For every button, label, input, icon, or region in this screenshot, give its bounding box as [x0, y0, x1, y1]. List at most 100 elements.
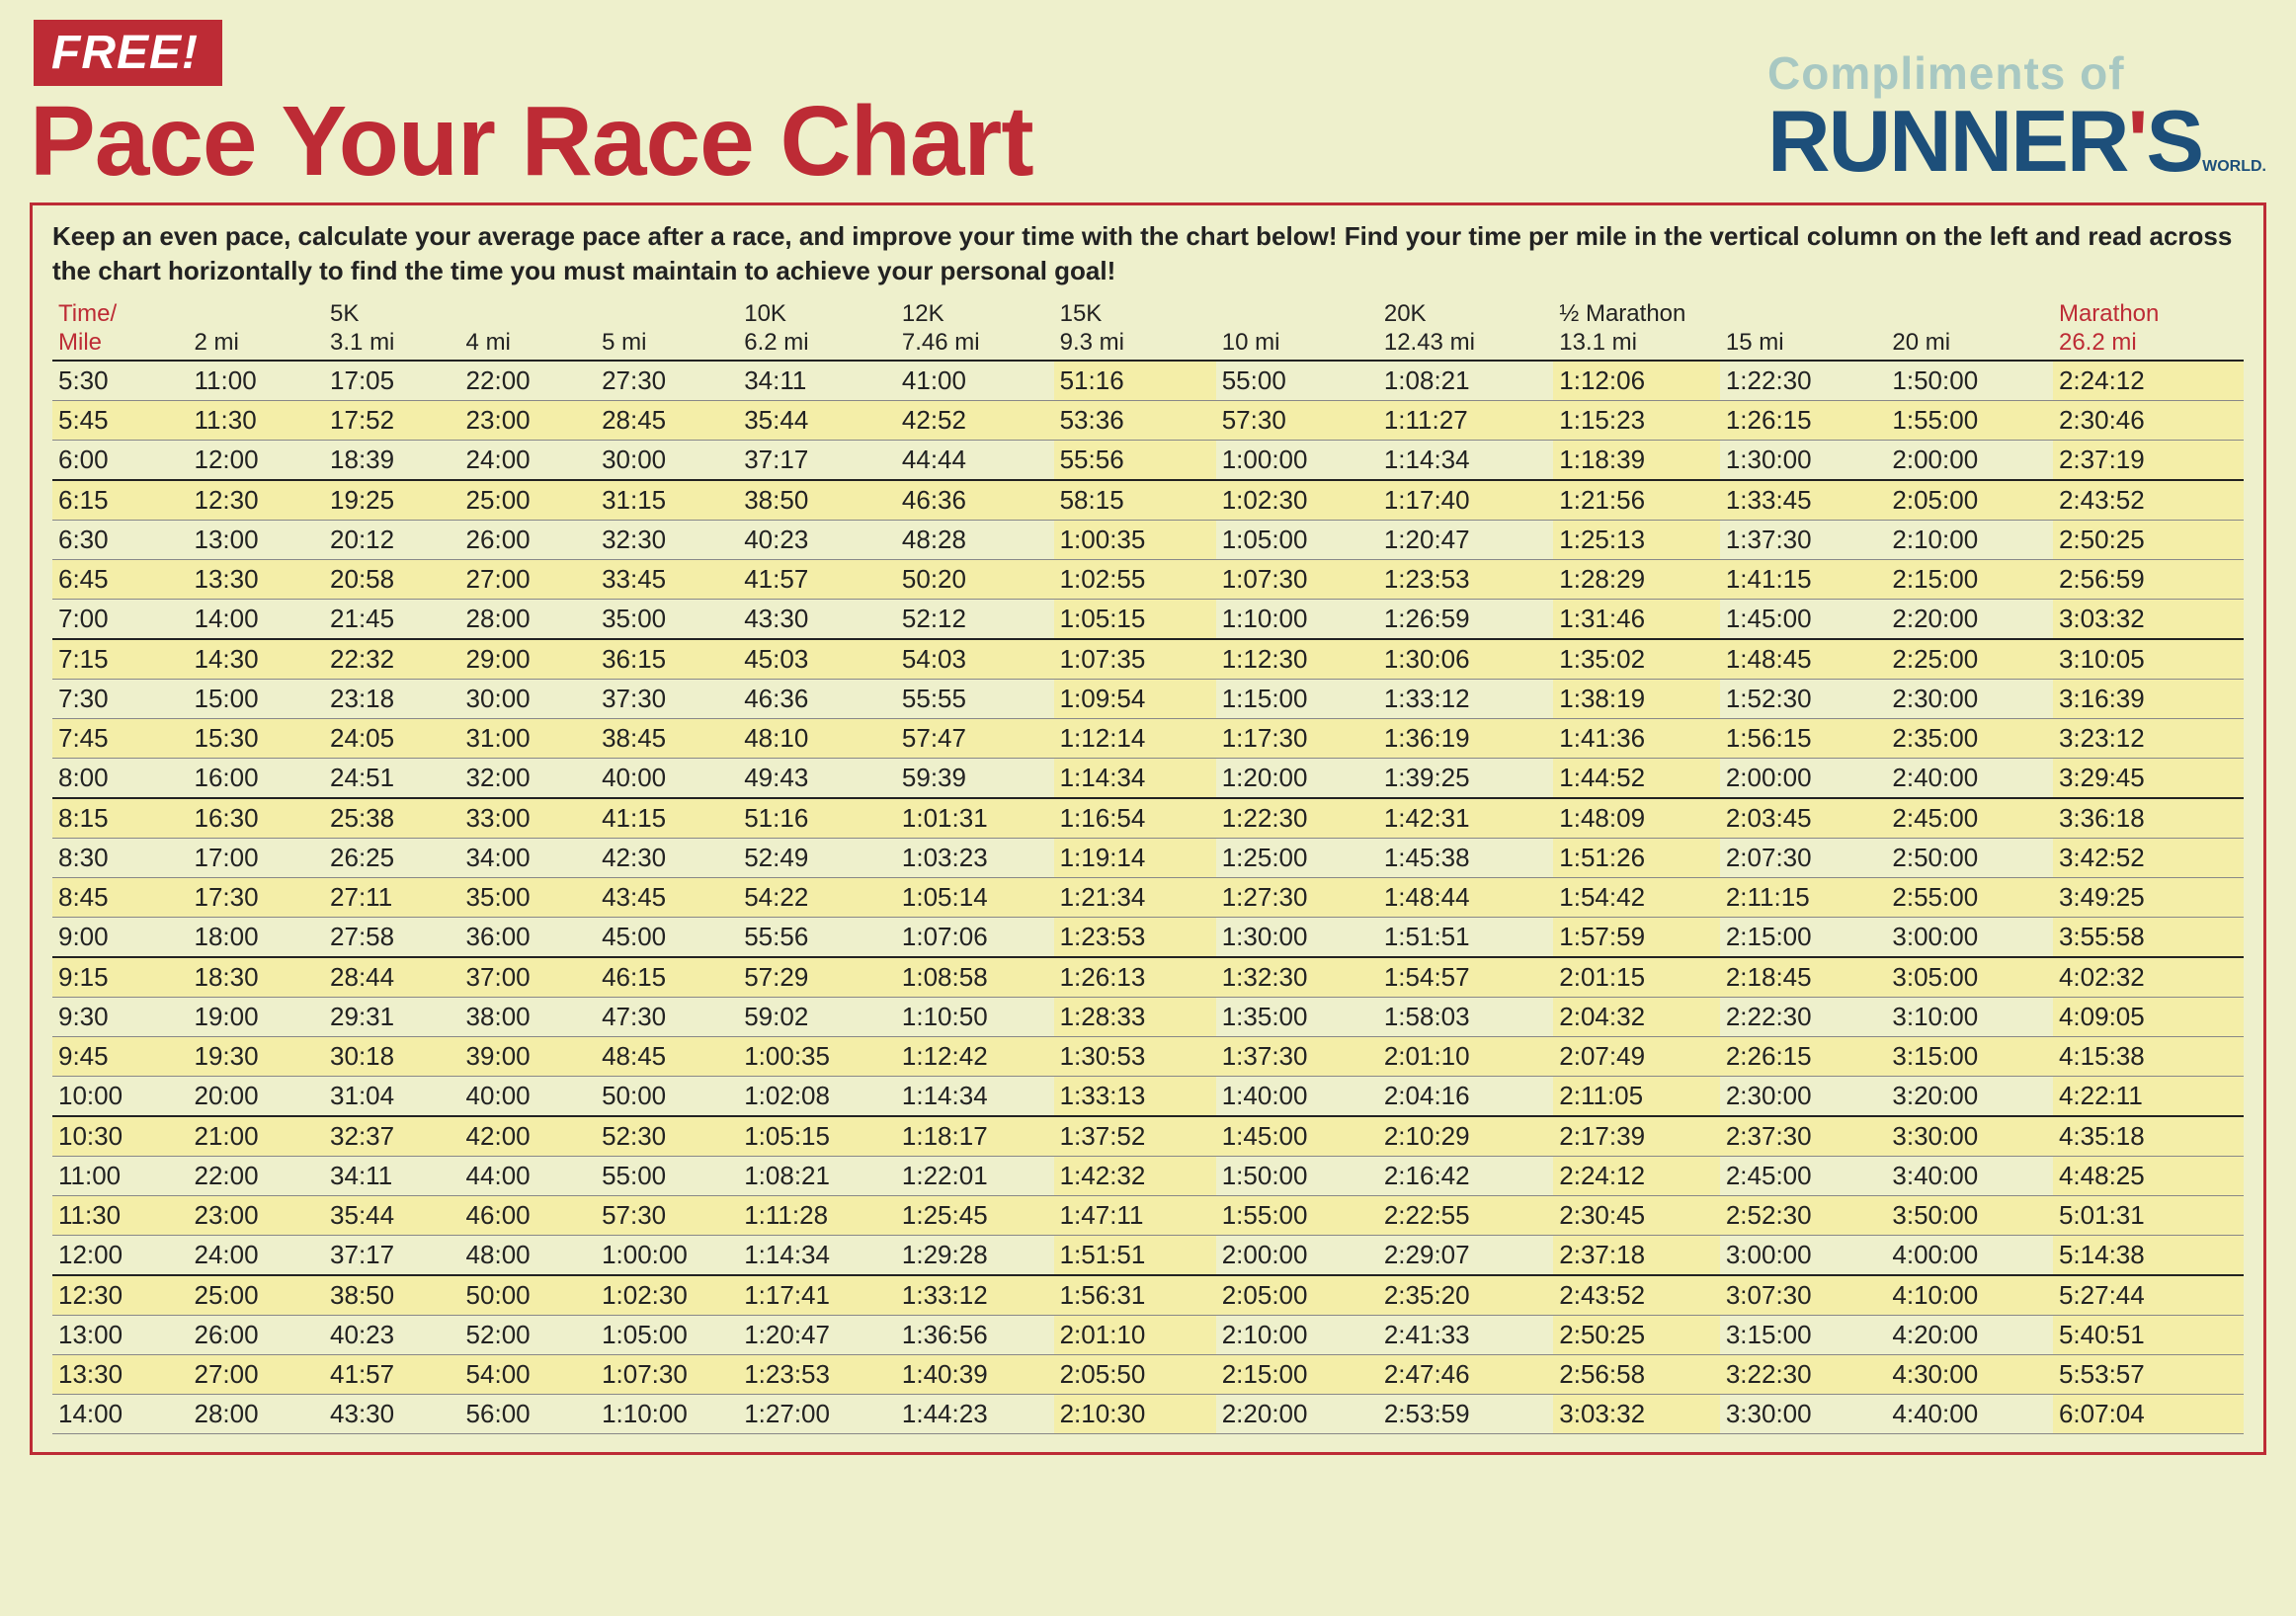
table-cell: 1:35:02 [1553, 639, 1720, 680]
table-cell: 4:48:25 [2053, 1156, 2244, 1195]
table-cell: 36:15 [596, 639, 738, 680]
table-cell: 46:00 [460, 1195, 597, 1235]
table-cell: 1:12:06 [1553, 361, 1720, 401]
table-cell: 1:45:00 [1216, 1116, 1378, 1157]
table-cell: 1:54:42 [1553, 877, 1720, 917]
table-cell: 2:04:16 [1378, 1076, 1553, 1116]
table-cell: 43:30 [324, 1394, 460, 1433]
table-cell: 3:05:00 [1886, 957, 2053, 998]
table-cell: 1:45:00 [1720, 599, 1887, 639]
table-cell: 11:30 [189, 400, 325, 440]
column-bottom-label: 7.46 mi [902, 329, 980, 356]
table-cell: 43:45 [596, 877, 738, 917]
table-cell: 41:57 [324, 1354, 460, 1394]
column-header: 10K6.2 mi [738, 298, 896, 361]
table-row: 10:0020:0031:0440:0050:001:02:081:14:341… [52, 1076, 2244, 1116]
table-row: 10:3021:0032:3742:0052:301:05:151:18:171… [52, 1116, 2244, 1157]
table-cell: 1:14:34 [738, 1235, 896, 1275]
table-cell: 1:23:53 [1378, 559, 1553, 599]
table-cell: 3:42:52 [2053, 838, 2244, 877]
table-cell: 1:56:15 [1720, 718, 1887, 758]
table-cell: 1:42:32 [1054, 1156, 1216, 1195]
table-cell: 8:30 [52, 838, 189, 877]
table-cell: 57:30 [1216, 400, 1378, 440]
table-cell: 3:22:30 [1720, 1354, 1887, 1394]
table-cell: 1:55:00 [1886, 400, 2053, 440]
table-cell: 41:57 [738, 559, 896, 599]
table-cell: 2:56:58 [1553, 1354, 1720, 1394]
table-cell: 3:50:00 [1886, 1195, 2053, 1235]
table-cell: 1:01:31 [896, 798, 1054, 839]
table-cell: 1:30:00 [1216, 917, 1378, 957]
table-cell: 17:00 [189, 838, 325, 877]
table-cell: 1:40:00 [1216, 1076, 1378, 1116]
table-cell: 5:53:57 [2053, 1354, 2244, 1394]
table-cell: 2:15:00 [1720, 917, 1887, 957]
table-cell: 1:22:30 [1720, 361, 1887, 401]
table-cell: 3:16:39 [2053, 679, 2244, 718]
table-cell: 1:27:30 [1216, 877, 1378, 917]
table-cell: 2:15:00 [1886, 559, 2053, 599]
table-cell: 4:30:00 [1886, 1354, 2053, 1394]
table-cell: 22:00 [460, 361, 597, 401]
table-cell: 11:00 [189, 361, 325, 401]
table-row: 8:3017:0026:2534:0042:3052:491:03:231:19… [52, 838, 2244, 877]
table-cell: 7:15 [52, 639, 189, 680]
table-cell: 3:10:05 [2053, 639, 2244, 680]
column-header: 5 mi [596, 298, 738, 361]
table-cell: 1:29:28 [896, 1235, 1054, 1275]
table-cell: 4:22:11 [2053, 1076, 2244, 1116]
column-header: 20 mi [1886, 298, 2053, 361]
table-cell: 1:16:54 [1054, 798, 1216, 839]
table-cell: 28:45 [596, 400, 738, 440]
table-cell: 1:10:50 [896, 997, 1054, 1036]
table-cell: 33:45 [596, 559, 738, 599]
table-cell: 2:18:45 [1720, 957, 1887, 998]
table-cell: 5:40:51 [2053, 1315, 2244, 1354]
table-cell: 9:15 [52, 957, 189, 998]
table-cell: 22:32 [324, 639, 460, 680]
table-cell: 4:20:00 [1886, 1315, 2053, 1354]
table-cell: 3:03:32 [1553, 1394, 1720, 1433]
table-cell: 1:15:00 [1216, 679, 1378, 718]
column-bottom-label: 10 mi [1222, 329, 1280, 356]
table-cell: 1:58:03 [1378, 997, 1553, 1036]
table-cell: 35:44 [738, 400, 896, 440]
table-cell: 17:52 [324, 400, 460, 440]
table-cell: 24:00 [189, 1235, 325, 1275]
column-header: ½ Marathon13.1 mi [1553, 298, 1720, 361]
table-cell: 30:18 [324, 1036, 460, 1076]
table-cell: 48:10 [738, 718, 896, 758]
table-cell: 2:10:00 [1886, 520, 2053, 559]
table-cell: 27:00 [189, 1354, 325, 1394]
table-cell: 52:00 [460, 1315, 597, 1354]
column-bottom-label: 6.2 mi [744, 329, 808, 356]
column-top-label: Time/ [58, 300, 183, 329]
table-cell: 3:03:32 [2053, 599, 2244, 639]
table-cell: 1:41:15 [1720, 559, 1887, 599]
table-row: 7:1514:3022:3229:0036:1545:0354:031:07:3… [52, 639, 2244, 680]
table-cell: 58:15 [1054, 480, 1216, 521]
table-cell: 55:55 [896, 679, 1054, 718]
table-cell: 13:00 [189, 520, 325, 559]
table-row: 13:3027:0041:5754:001:07:301:23:531:40:3… [52, 1354, 2244, 1394]
table-cell: 1:25:00 [1216, 838, 1378, 877]
table-cell: 15:00 [189, 679, 325, 718]
table-cell: 1:12:42 [896, 1036, 1054, 1076]
table-cell: 46:36 [896, 480, 1054, 521]
table-cell: 1:45:38 [1378, 838, 1553, 877]
column-bottom-label: 15 mi [1726, 329, 1784, 356]
column-top-label: 5K [330, 300, 454, 329]
table-cell: 2:10:30 [1054, 1394, 1216, 1433]
table-cell: 1:37:30 [1216, 1036, 1378, 1076]
table-cell: 1:41:36 [1553, 718, 1720, 758]
table-cell: 5:14:38 [2053, 1235, 2244, 1275]
table-cell: 37:30 [596, 679, 738, 718]
table-cell: 2:10:00 [1216, 1315, 1378, 1354]
table-cell: 53:36 [1054, 400, 1216, 440]
table-cell: 1:48:44 [1378, 877, 1553, 917]
table-cell: 28:44 [324, 957, 460, 998]
table-cell: 32:00 [460, 758, 597, 798]
table-cell: 1:33:12 [1378, 679, 1553, 718]
table-cell: 2:11:05 [1553, 1076, 1720, 1116]
